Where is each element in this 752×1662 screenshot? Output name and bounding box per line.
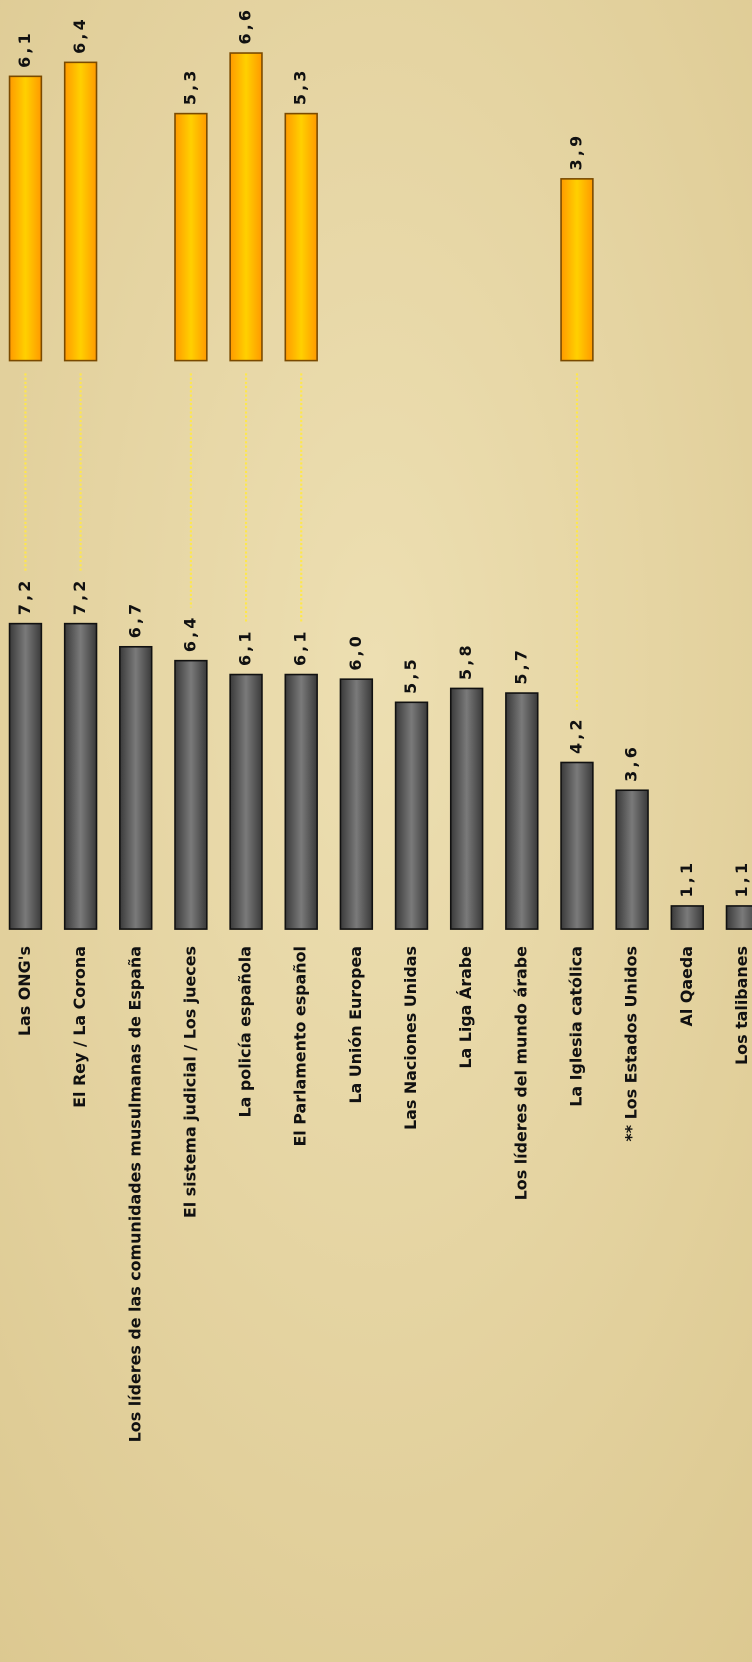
value-label: 4,2: [566, 716, 585, 754]
bar: [725, 905, 752, 930]
value-label: 1,1: [677, 860, 696, 898]
bar: [560, 761, 594, 930]
bar: [394, 701, 429, 930]
bar: [8, 75, 43, 362]
category-label: ** Los Estados Unidos: [622, 946, 641, 1142]
category-label: Los talibanes: [732, 946, 751, 1065]
value-label: 6,0: [346, 633, 365, 671]
bar: [339, 678, 374, 930]
value-label: 6,4: [70, 16, 89, 54]
value-label: 5,8: [456, 642, 475, 680]
category-label: Al Qaeda: [677, 946, 696, 1026]
category-label: El Rey / La Corona: [70, 946, 89, 1108]
bar: [229, 673, 263, 930]
bar: [670, 905, 704, 930]
bar: [119, 645, 153, 930]
category-label: Los líderes del mundo árabe: [511, 946, 530, 1200]
category-label: El sistema judicial / Los jueces: [180, 946, 199, 1218]
value-label: 6,1: [236, 628, 255, 666]
bar: [174, 112, 208, 362]
value-label: 1,1: [732, 860, 751, 898]
bar: [63, 61, 98, 362]
bar: [615, 789, 649, 930]
bar: [449, 687, 484, 930]
value-label: 3,6: [622, 744, 641, 782]
bar: [174, 659, 208, 930]
value-label: 7,2: [15, 577, 34, 615]
value-label: 6,6: [236, 7, 255, 45]
category-label: Las ONG's: [15, 946, 34, 1036]
value-label: 3,9: [566, 133, 585, 171]
bar: [560, 178, 594, 362]
value-label: 7,2: [70, 577, 89, 615]
category-label: La Iglesia católica: [566, 946, 585, 1107]
value-label: 6,1: [15, 30, 34, 68]
value-label: 5,5: [401, 656, 420, 694]
category-label: El Parlamento español: [291, 946, 310, 1147]
bar: [8, 622, 43, 930]
category-label: La policía española: [236, 946, 255, 1117]
bar: [284, 112, 318, 362]
bar: [284, 673, 318, 930]
value-label: 6,4: [180, 614, 199, 652]
category-label: Los líderes de las comunidades musulmana…: [125, 946, 144, 1442]
category-label: La Liga Árabe: [456, 946, 475, 1069]
bar: [229, 52, 263, 362]
category-label: Las Naciones Unidas: [401, 946, 420, 1130]
value-label: 5,3: [291, 67, 310, 105]
bar: [63, 622, 98, 930]
value-label: 5,3: [180, 67, 199, 105]
plot: Las ONG's 7,2 6,1 El Rey / La Corona 7,2 6,4 L…: [8, 7, 752, 1442]
category-label: La Unión Europea: [346, 946, 365, 1104]
value-label: 6,7: [125, 601, 144, 639]
value-label: 5,7: [511, 647, 530, 685]
value-label: 6,1: [291, 628, 310, 666]
bar: [505, 692, 539, 930]
